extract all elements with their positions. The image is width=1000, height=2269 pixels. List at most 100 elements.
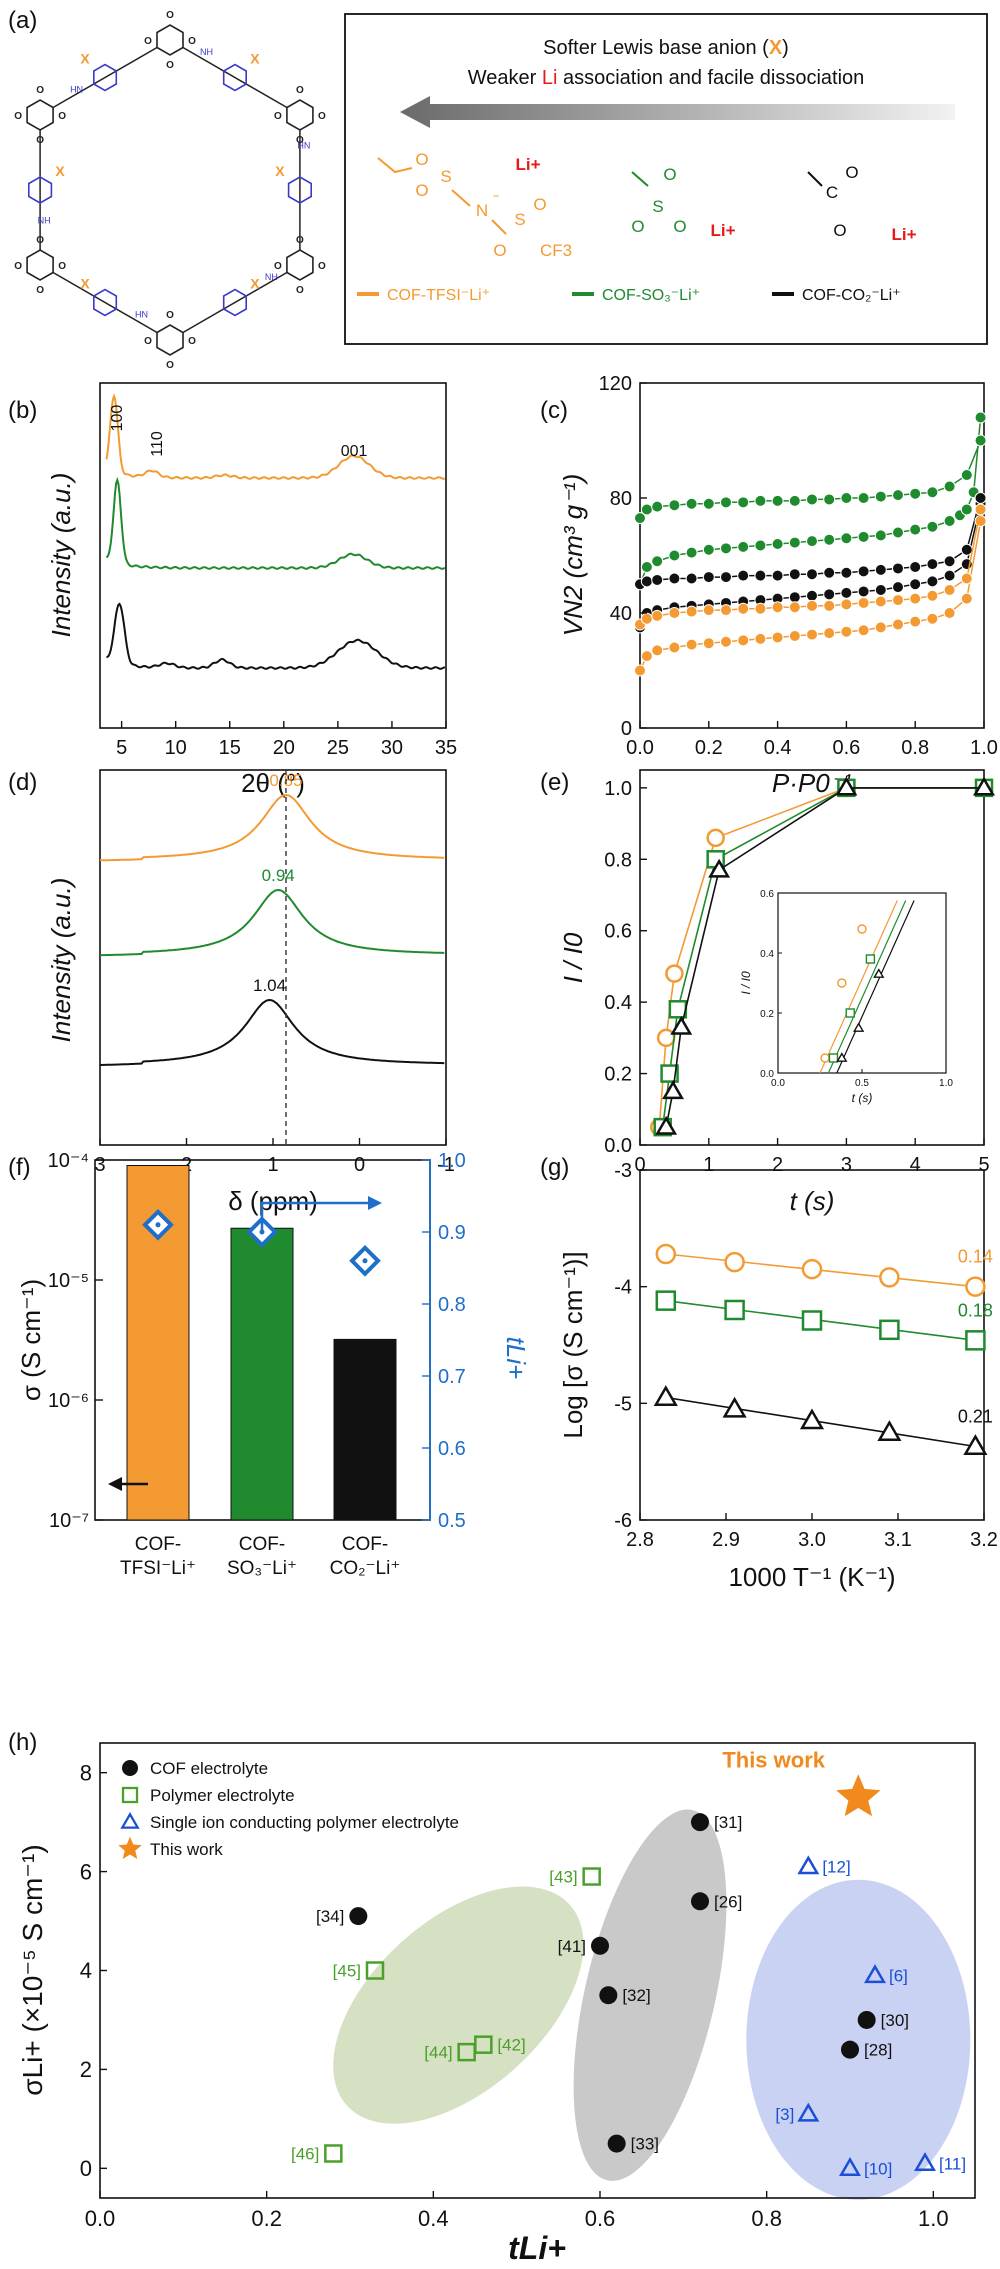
cof-point (591, 1936, 609, 1955)
group-ellipse-polymer (333, 1886, 584, 2124)
bond (39, 39, 171, 116)
category-label: SO₃⁻Li⁺ (227, 1558, 297, 1579)
inset-marker (853, 1022, 865, 1032)
arrhenius-marker (963, 1434, 988, 1455)
single-ion-point (839, 2157, 861, 2176)
isotherm-point (926, 589, 939, 602)
inset-marker (837, 978, 847, 988)
atom: O (415, 181, 428, 200)
reference-label: [45] (333, 1962, 361, 1981)
category-label: COF- (135, 1534, 181, 1555)
isotherm-point (754, 494, 767, 507)
reference-label: [46] (291, 2144, 319, 2163)
isotherm-point (874, 621, 887, 634)
reference-label: [3] (775, 2105, 794, 2124)
isotherm-line (639, 509, 982, 626)
isotherm-point (651, 644, 664, 657)
x-tick-label: 0.4 (764, 737, 792, 759)
legend-label: This work (150, 1840, 223, 1859)
oxygen-label: O (166, 310, 174, 321)
isotherm-point (943, 584, 956, 596)
oxygen-label: O (296, 285, 304, 296)
isotherm-point (788, 494, 801, 507)
cof-point (841, 2040, 859, 2059)
y-tick-label: 10⁻⁷ (49, 1510, 89, 1532)
isotherm-point (823, 493, 836, 506)
isotherm-point (926, 575, 939, 588)
decay-marker (660, 1064, 679, 1083)
li-ion: Li+ (891, 225, 916, 244)
panel-h: [34] [31] [26] [41] [32] [33] [30] [28] [43] [45]… (17, 1742, 976, 2266)
y-tick-label: -5 (614, 1393, 632, 1415)
isotherm-point (823, 599, 836, 612)
arrhenius-marker (722, 1396, 747, 1418)
single-ion-point (797, 1855, 820, 1875)
isotherm-point (909, 487, 922, 500)
x-substituent-label: X (250, 276, 260, 292)
category-label: CO₂⁻Li⁺ (330, 1558, 401, 1579)
axes-frame (639, 382, 985, 729)
oxygen-label: O (166, 10, 174, 21)
legend-label: Single ion conducting polymer electrolyt… (150, 1813, 459, 1832)
isotherm-point (857, 565, 870, 578)
scheme-box (344, 13, 988, 345)
isotherm-point (926, 612, 939, 625)
inset-x-title: t (s) (852, 1091, 873, 1105)
x-tick-label: 0.4 (418, 2206, 449, 2231)
quinone-ring (286, 249, 314, 281)
isotherm-point (685, 546, 698, 559)
x-tick-label: 0.0 (85, 2206, 116, 2231)
y-tick-label: 0 (621, 718, 632, 740)
y-tick-label: 2 (80, 2057, 92, 2082)
reference-label: [43] (549, 1868, 577, 1887)
isotherm-point (737, 496, 750, 509)
panel-label: (g) (540, 1154, 569, 1181)
isotherm-point (926, 486, 939, 499)
y-axis-title: I / I0 (558, 932, 588, 983)
isotherm-point (640, 650, 653, 663)
atom: O (493, 241, 506, 260)
inset-y-title: I / I0 (739, 971, 753, 995)
isotherm-point (685, 572, 698, 585)
panel-b: 100 110 001 5 10 15 20 25 30 35 2θ (°) Intensity (a… (46, 382, 457, 798)
x-axis-title: δ (ppm) (228, 1186, 318, 1216)
activation-energy-label: 0.14 (958, 1247, 993, 1267)
polymer-point (474, 2035, 493, 2054)
isotherm-point (840, 532, 853, 545)
isotherm-point (702, 497, 715, 510)
isotherm-point (754, 569, 767, 582)
decay-marker (973, 776, 995, 796)
y-right-axis-title: tLi+ (501, 1337, 531, 1380)
x-tick-label: 4 (910, 1154, 921, 1176)
x-tick-label: 5 (116, 737, 127, 759)
reference-label: [34] (316, 1907, 344, 1926)
atom: C (826, 183, 838, 202)
xrd-trace (105, 393, 446, 480)
oxygen-label: O (144, 336, 152, 347)
line2-post: association and facile dissociation (557, 67, 864, 89)
isotherm-point (926, 520, 939, 533)
reference-label: [31] (714, 1813, 742, 1832)
isotherm-point (909, 615, 922, 628)
so3-anion: O OSO Li+ (631, 165, 736, 240)
isotherm-point (771, 538, 784, 550)
reference-label: [42] (497, 2036, 525, 2055)
nmr-trace (100, 794, 445, 862)
inset-marker (836, 1052, 848, 1062)
isotherm-point (788, 630, 801, 642)
y-tick-label: 10⁻⁵ (48, 1270, 89, 1292)
atom: CF3 (540, 241, 572, 260)
isotherm-point (960, 543, 973, 556)
x-tick-label: 0.2 (251, 2206, 282, 2231)
decay-marker (706, 828, 725, 848)
oxygen-label: O (36, 235, 44, 246)
inset-y-tick-label: 0.2 (760, 1009, 774, 1020)
inset-y-tick-label: 0.6 (760, 889, 774, 900)
isotherm-point (960, 503, 973, 516)
cof-point (691, 1892, 709, 1911)
oxygen-label: O (14, 111, 22, 122)
isotherm-point (974, 503, 987, 516)
isotherm-point (943, 515, 956, 527)
bond (491, 219, 507, 235)
